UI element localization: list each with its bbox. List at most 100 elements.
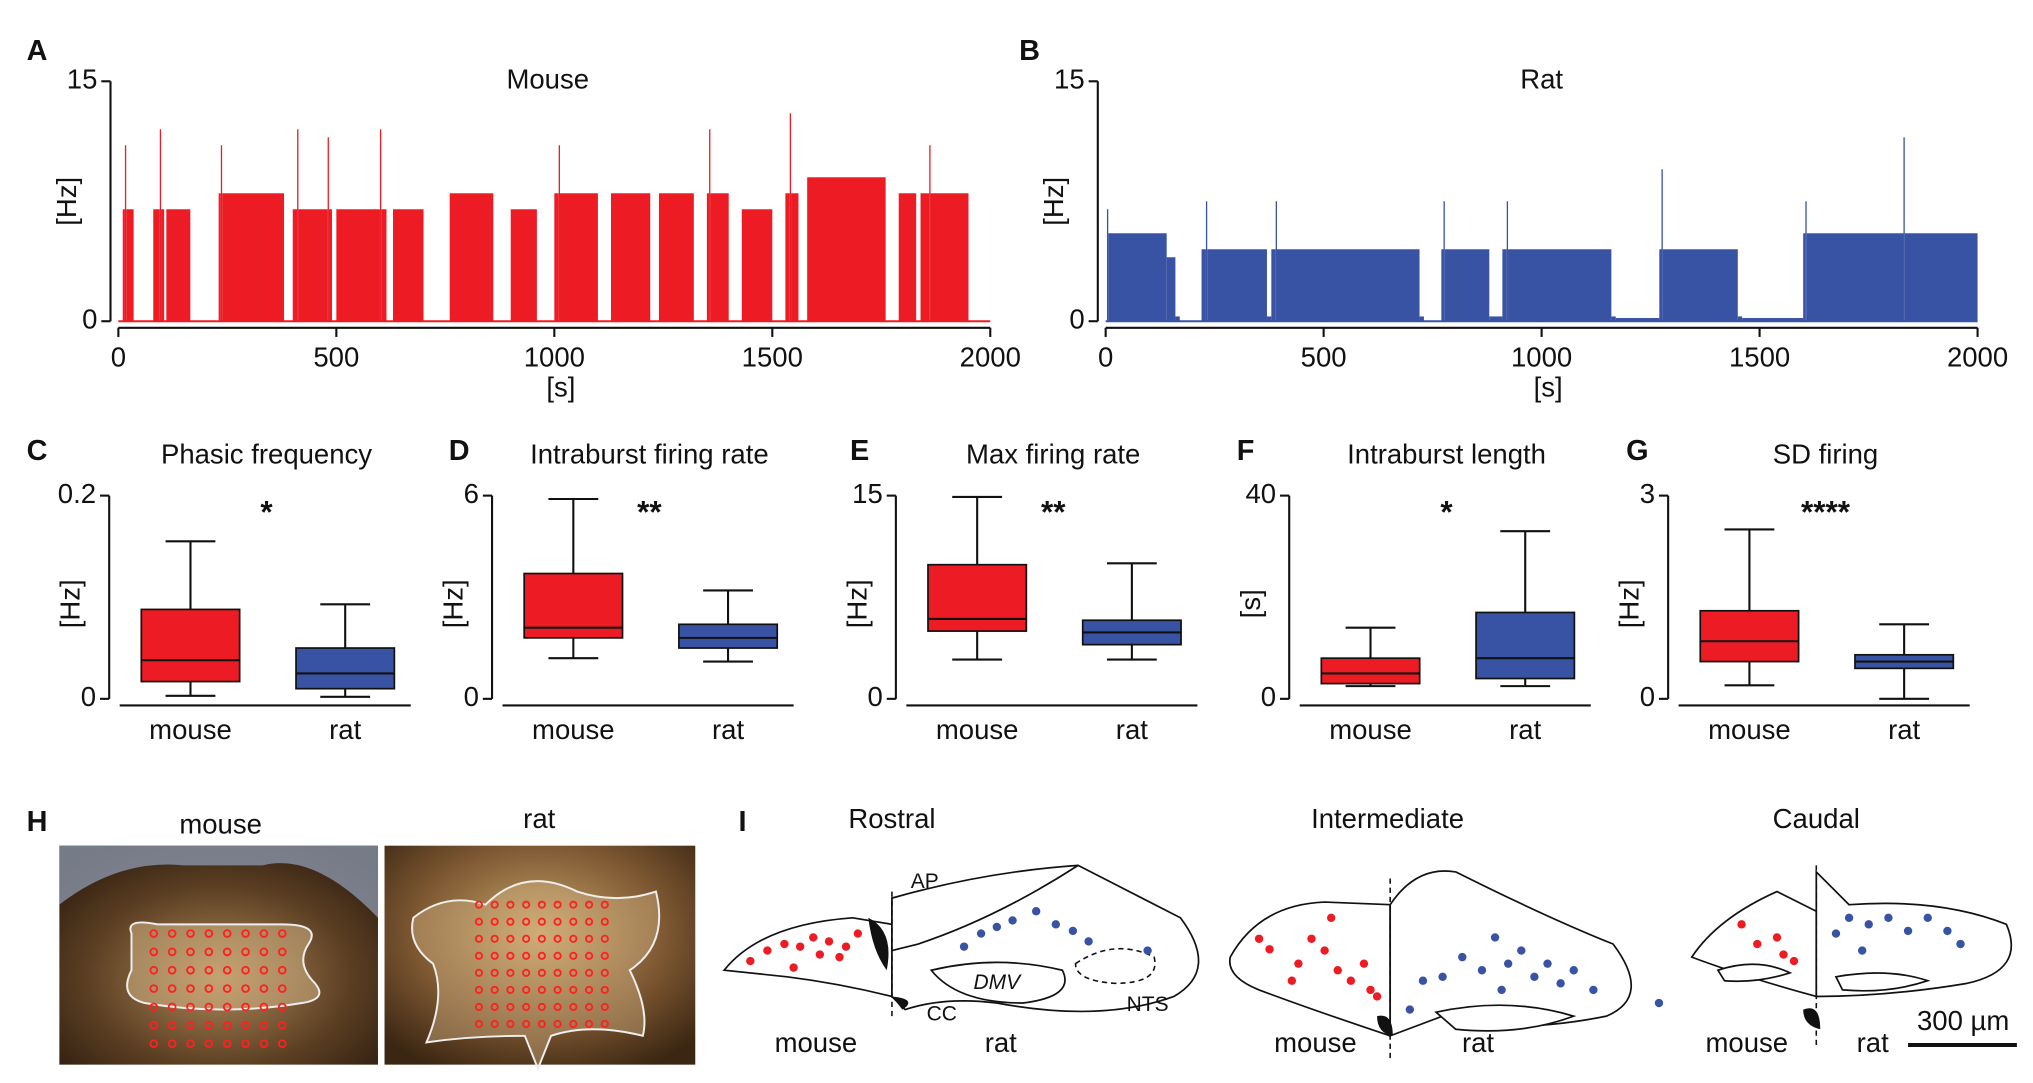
y-tick-label: 0: [1640, 681, 1655, 712]
neuron-dot: [1418, 976, 1428, 985]
neuron-dot: [824, 937, 834, 946]
section-shape: [1834, 972, 1931, 992]
y-tick-label: 0: [1069, 303, 1084, 334]
neuron-dot: [1779, 950, 1788, 959]
species-label: mouse: [1274, 1027, 1357, 1058]
neuron-dot: [1589, 985, 1598, 995]
x-tick-label: rat: [1116, 714, 1148, 745]
neuron-dot: [1884, 913, 1893, 922]
burst-segment: [1207, 249, 1267, 322]
neuron-dot: [1556, 979, 1565, 988]
electrode-dot: [600, 1002, 609, 1012]
electrode-dot: [553, 1019, 562, 1029]
burst-segment: [658, 193, 694, 322]
electrode-dot: [241, 965, 250, 975]
electrode-dot: [600, 934, 609, 943]
electrode-dot: [522, 1019, 531, 1029]
electrode-dot: [149, 984, 159, 993]
electrode-dot: [537, 900, 546, 909]
electrode-dot: [474, 917, 483, 926]
electrode-dot: [186, 929, 195, 938]
burst-segment: [1441, 249, 1444, 322]
chart-title: SD firing: [1773, 439, 1879, 470]
neuron-dot: [992, 922, 1002, 932]
panel-label: D: [449, 435, 470, 467]
x-tick-label: mouse: [1708, 714, 1791, 745]
electrode-array: [59, 845, 378, 918]
electrode-dot: [522, 934, 531, 943]
neuron-dots: [746, 907, 1965, 1014]
burst-segment: [1803, 233, 1806, 322]
electrode-dot: [537, 1002, 546, 1012]
electrode-dot: [277, 947, 287, 957]
annotation: ****: [1801, 494, 1851, 529]
burst-segment: [1615, 318, 1660, 322]
x-tick-label: 1500: [742, 342, 803, 373]
electrode-dot: [600, 951, 609, 960]
electrode-dot: [490, 917, 499, 926]
panel-label: F: [1237, 435, 1255, 467]
neuron-dot: [1543, 959, 1552, 968]
photo-label: rat: [523, 803, 555, 834]
panel-label: H: [27, 806, 48, 838]
electrode-dot: [585, 1002, 594, 1012]
neuron-dot: [1654, 998, 1664, 1008]
x-axis-label: [s]: [546, 372, 575, 403]
electrode-dot: [241, 984, 250, 993]
burst-segment: [1659, 249, 1662, 322]
burst-segment: [898, 193, 917, 322]
neuron-dot: [1831, 929, 1841, 938]
electrode-dot: [277, 965, 287, 975]
electrode-dot: [553, 951, 562, 960]
electrode-dot: [585, 917, 594, 926]
cc: [868, 917, 889, 971]
burst-segment: [1275, 201, 1277, 322]
burst-segment: [741, 209, 773, 322]
electrode-dot: [553, 985, 562, 994]
neuron-dot: [795, 942, 805, 951]
burst-segment: [1108, 233, 1167, 322]
electrode-dot: [553, 900, 562, 909]
neuron-dot: [1438, 972, 1447, 981]
electrode-dot: [474, 968, 483, 977]
electrode-dot: [506, 968, 515, 977]
neuron-dot: [746, 956, 755, 966]
neuron-dot: [1490, 933, 1500, 942]
outline: [411, 880, 661, 1072]
electrode-dot: [569, 934, 578, 943]
neuron-dot: [1068, 926, 1078, 936]
burst-segment: [393, 209, 424, 322]
panel-label: C: [27, 435, 48, 467]
electrode-dot: [259, 1002, 269, 1012]
y-tick-label: 0: [867, 681, 882, 712]
neuron-dot: [1943, 926, 1952, 936]
neuron-dot: [1372, 992, 1382, 1001]
neuron-dot: [1789, 956, 1799, 966]
chart-title: Rat: [1520, 64, 1563, 95]
electrode-dot: [241, 1002, 250, 1012]
box: [1699, 609, 1800, 663]
y-tick-label: 15: [67, 64, 98, 95]
burst-segment: [1489, 316, 1503, 322]
electrode-dot: [149, 1039, 159, 1048]
electrode-dot: [474, 934, 483, 943]
neuron-dot: [1405, 1005, 1415, 1014]
y-tick-label: 3: [1640, 478, 1655, 509]
electrode-dot: [167, 1002, 177, 1012]
species-label: mouse: [1706, 1027, 1789, 1058]
burst-segment: [554, 193, 559, 322]
burst-segment: [1205, 201, 1208, 322]
burst-segment: [1806, 233, 1904, 322]
electrode-dot: [167, 947, 177, 957]
electrode-dot: [474, 1002, 483, 1012]
burst-segment: [379, 129, 382, 322]
electrode-dot: [186, 1039, 195, 1048]
neuron-dot: [1346, 976, 1356, 985]
section-shape: [1815, 869, 2012, 998]
burst-segment: [222, 193, 285, 322]
box: [1475, 611, 1576, 680]
x-tick-label: 1500: [1729, 342, 1790, 373]
dmv: [929, 961, 1066, 1004]
y-axis-label: [s]: [1235, 589, 1266, 618]
